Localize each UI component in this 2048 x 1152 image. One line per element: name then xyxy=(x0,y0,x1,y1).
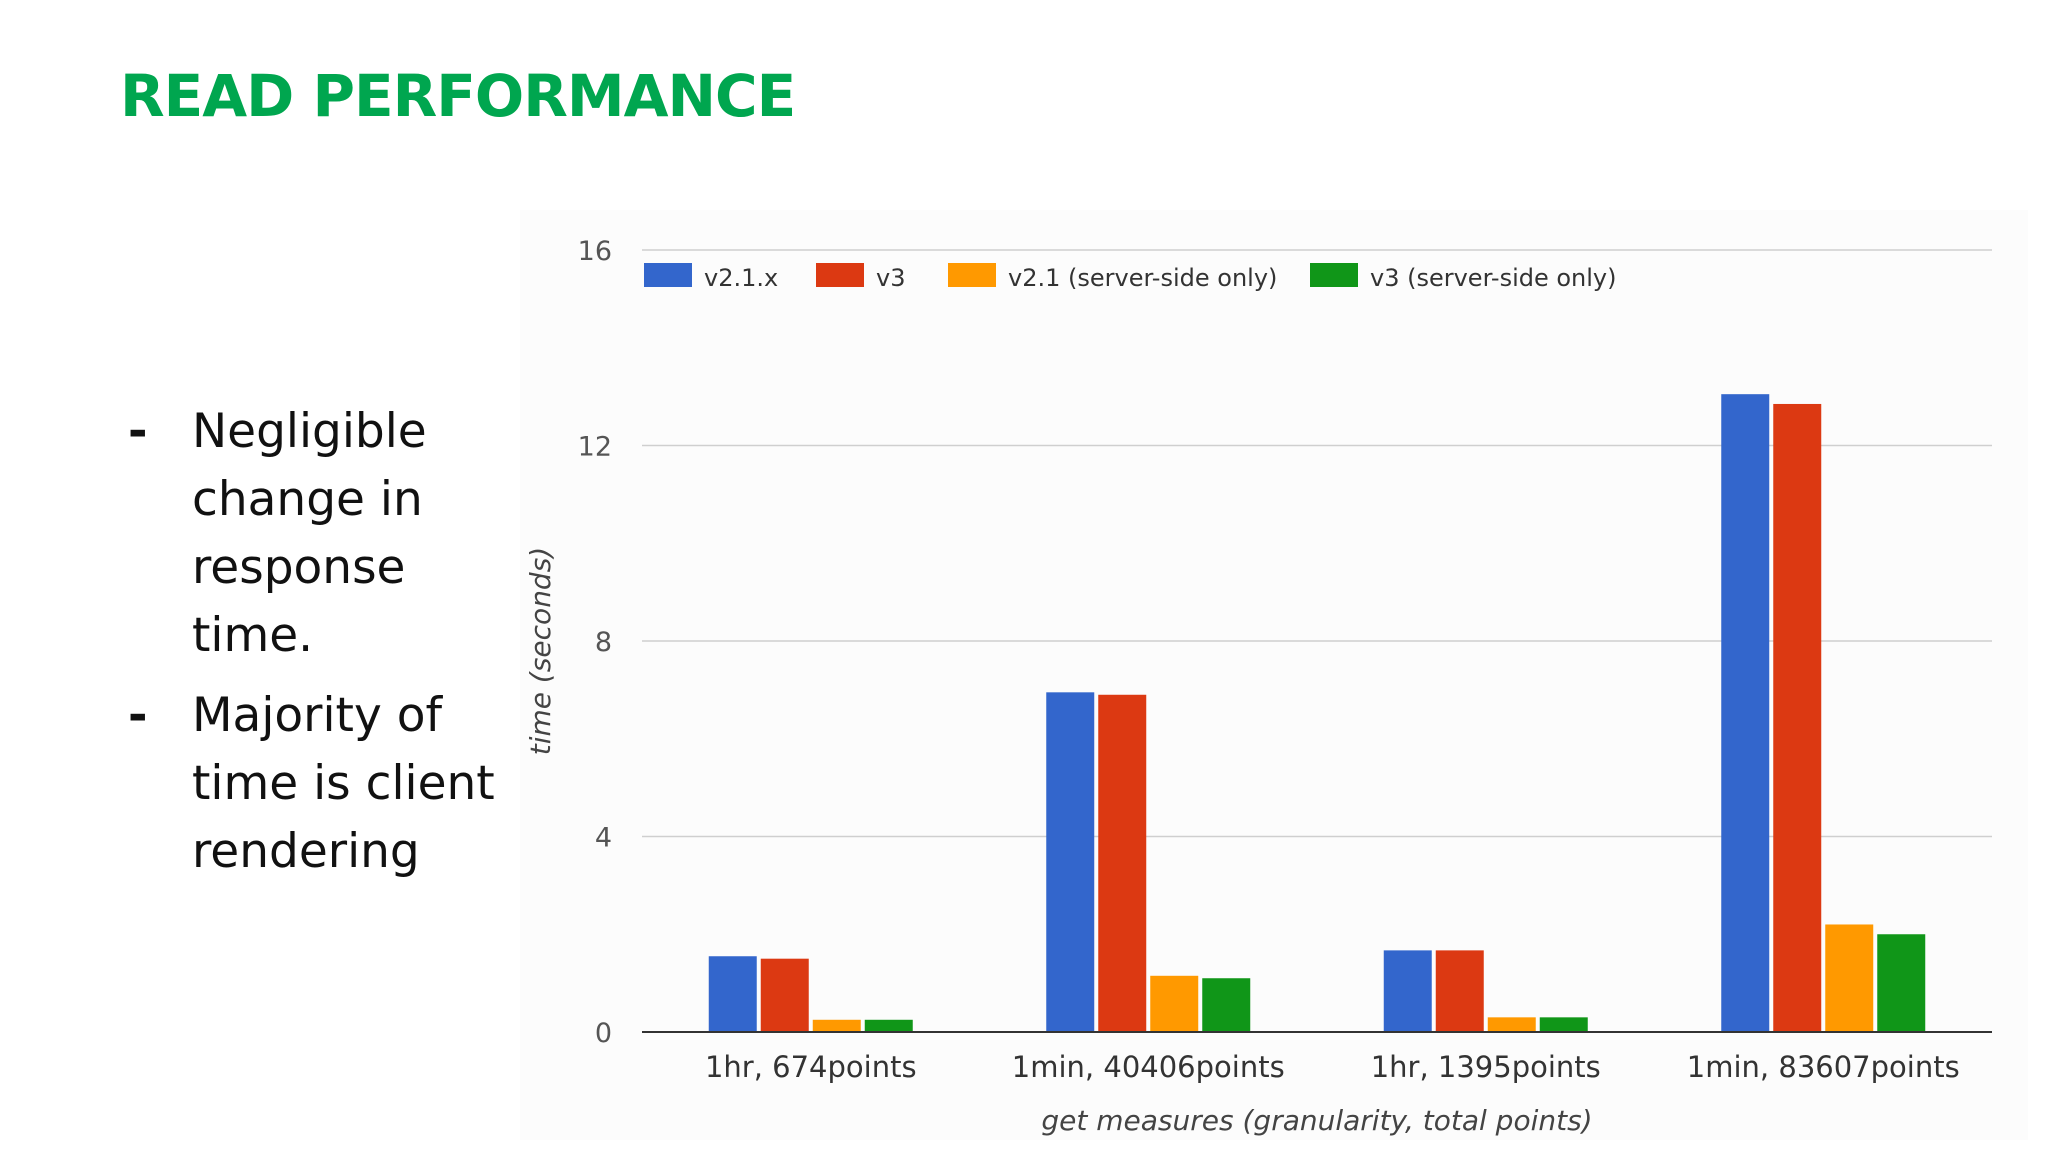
bar xyxy=(1773,403,1822,1032)
bar-chart: 0 4 8 12 16 1hr, 674points 1min, 40406points 1h… xyxy=(524,236,1992,1137)
y-axis-title: time (seconds) xyxy=(524,547,557,755)
bar xyxy=(1202,978,1251,1032)
x-tick-label: 1hr, 674points xyxy=(705,1050,917,1084)
slide-title: READ PERFORMANCE xyxy=(120,62,796,130)
legend-label: v2.1 (server-side only) xyxy=(1008,264,1277,292)
bar xyxy=(812,1019,861,1032)
y-tick-label: 8 xyxy=(595,627,612,658)
x-tick-label: 1min, 40406points xyxy=(1012,1050,1285,1084)
bullet-list: - Negligible change in response time. - … xyxy=(128,398,518,898)
legend-swatch xyxy=(816,263,864,287)
bullet-text: Majority of time is client rendering xyxy=(192,688,495,879)
bar xyxy=(1046,692,1095,1032)
legend-swatch xyxy=(644,263,692,287)
bar xyxy=(864,1019,913,1032)
x-axis-title: get measures (granularity, total points) xyxy=(1041,1104,1592,1137)
bar xyxy=(1098,694,1147,1032)
legend-label: v3 (server-side only) xyxy=(1370,264,1617,292)
bar xyxy=(1150,975,1199,1032)
bar xyxy=(1825,924,1874,1032)
bar xyxy=(1721,394,1770,1032)
bar xyxy=(1877,934,1926,1032)
x-tick-label: 1hr, 1395points xyxy=(1371,1050,1601,1084)
bar xyxy=(760,958,809,1032)
y-tick-label: 16 xyxy=(578,236,612,267)
y-tick-label: 4 xyxy=(595,823,612,854)
y-tick-label: 0 xyxy=(595,1018,612,1049)
bullet-dash: - xyxy=(128,404,148,459)
bullet-dash: - xyxy=(128,688,148,743)
bullet-item: - Majority of time is client rendering xyxy=(128,682,518,886)
bar xyxy=(708,956,757,1032)
legend-swatch xyxy=(1310,263,1358,287)
x-tick-label: 1min, 83607points xyxy=(1687,1050,1960,1084)
bullet-item: - Negligible change in response time. xyxy=(128,398,518,670)
y-tick-label: 12 xyxy=(578,432,612,463)
bar xyxy=(1487,1017,1536,1032)
chart-container: 0 4 8 12 16 1hr, 674points 1min, 40406points 1h… xyxy=(520,210,2028,1140)
bullet-text: Negligible change in response time. xyxy=(192,404,427,663)
bar xyxy=(1539,1017,1588,1032)
bar xyxy=(1383,950,1432,1032)
legend-label: v2.1.x xyxy=(704,264,778,292)
bar xyxy=(1435,950,1484,1032)
legend-swatch xyxy=(948,263,996,287)
legend-label: v3 xyxy=(876,264,905,292)
